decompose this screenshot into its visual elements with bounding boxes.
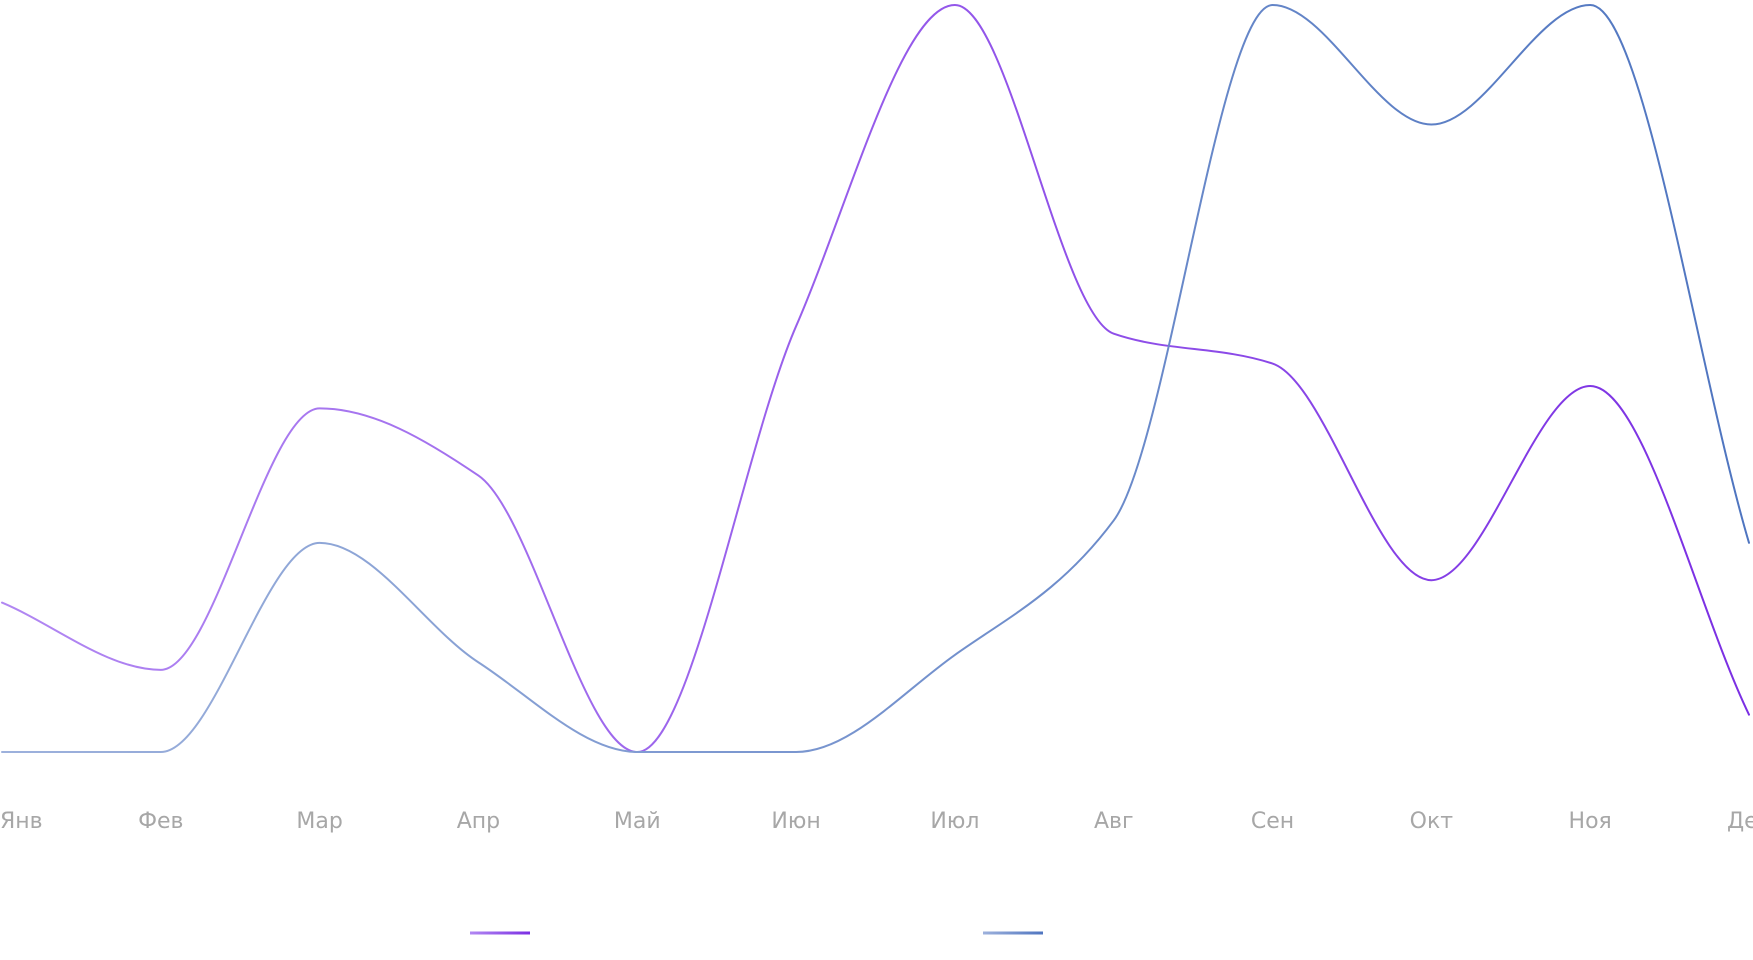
x-tick-label: Дек — [1727, 809, 1753, 834]
x-axis: Янв Фев Мар Апр Май Июн Июл Авг Сен Окт Ноя Дек — [0, 809, 1753, 834]
legend — [470, 931, 1043, 935]
legend-swatch-1 — [470, 931, 530, 935]
x-tick-label: Июл — [930, 809, 979, 834]
x-tick-label: Сен — [1251, 809, 1294, 834]
series-line-1 — [1, 4, 1750, 753]
x-tick-label: Май — [614, 809, 661, 834]
legend-swatch-2 — [983, 931, 1043, 935]
x-tick-label: Мар — [296, 809, 342, 834]
x-tick-label: Июн — [771, 809, 820, 834]
x-tick-label: Апр — [457, 809, 500, 834]
series-line-2 — [1, 4, 1750, 754]
series-layer — [1, 4, 1750, 754]
x-tick-label: Авг — [1094, 809, 1134, 834]
x-tick-label: Фев — [138, 809, 183, 834]
x-tick-label: Янв — [0, 809, 43, 834]
x-tick-label: Ноя — [1569, 809, 1612, 834]
x-tick-label: Окт — [1410, 809, 1454, 834]
